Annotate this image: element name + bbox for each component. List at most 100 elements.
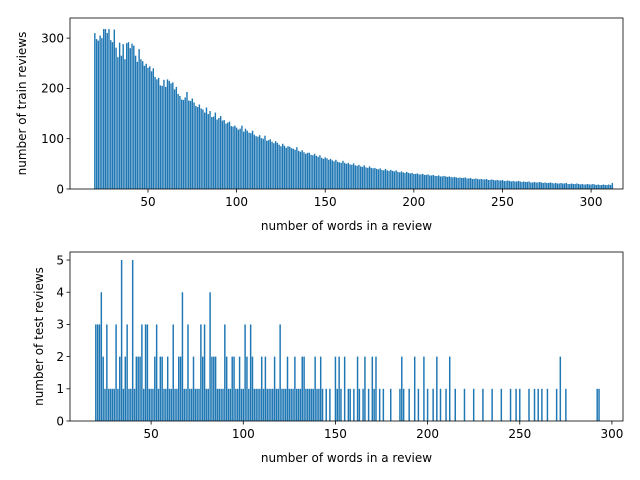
train-bar xyxy=(572,183,575,189)
test-bar xyxy=(189,388,191,421)
train-bar xyxy=(342,160,344,189)
train-bar xyxy=(301,150,303,189)
train-bar xyxy=(351,164,353,189)
train-bar xyxy=(577,183,580,189)
test-bar xyxy=(290,388,292,421)
test-x-tick-label: 300 xyxy=(600,427,623,441)
test-bar xyxy=(137,356,139,421)
test-bar xyxy=(113,388,115,421)
train-bar xyxy=(290,148,293,189)
train-bar xyxy=(491,179,493,189)
train-bar xyxy=(475,178,477,189)
train-bar xyxy=(427,174,429,189)
train-bar xyxy=(558,183,560,189)
test-bar xyxy=(214,356,217,421)
train-bar xyxy=(94,33,96,190)
train-bar xyxy=(501,179,504,189)
train-bar xyxy=(507,180,509,189)
train-bar xyxy=(390,169,392,189)
train-bar xyxy=(398,172,401,189)
train-bar xyxy=(588,184,591,189)
train-bar xyxy=(347,162,349,189)
train-bar xyxy=(202,109,204,189)
train-bar xyxy=(322,158,325,189)
test-bar xyxy=(124,356,127,421)
train-bar xyxy=(287,146,289,189)
train-bar xyxy=(258,135,261,189)
train-bar xyxy=(512,180,514,189)
test-bar xyxy=(284,388,287,421)
test-bar xyxy=(343,356,346,421)
train-bar xyxy=(283,145,286,189)
test-y-axis-label: number of test reviews xyxy=(32,267,46,406)
train-bar xyxy=(480,178,482,189)
test-bar xyxy=(417,388,420,421)
test-bar xyxy=(336,388,339,421)
test-plot-frame xyxy=(69,251,624,422)
test-bar xyxy=(371,356,374,421)
train-bar xyxy=(569,183,571,189)
train-bar xyxy=(359,166,362,189)
test-bar xyxy=(166,356,169,421)
train-bar xyxy=(278,144,280,189)
test-bar xyxy=(178,356,180,421)
train-bar xyxy=(450,176,452,189)
train-bar xyxy=(530,182,532,189)
test-bar xyxy=(163,388,165,421)
test-bar xyxy=(152,388,154,421)
train-bar xyxy=(574,183,576,189)
train-bar xyxy=(414,173,417,189)
test-bar xyxy=(207,388,209,421)
test-bar xyxy=(183,388,186,421)
test-bar xyxy=(192,356,195,421)
train-bar xyxy=(482,179,484,189)
train-bar xyxy=(308,152,310,189)
train-bar xyxy=(517,180,520,189)
train-bar xyxy=(397,171,399,189)
train-bar xyxy=(356,165,358,189)
train-bar xyxy=(223,120,225,189)
train-bar xyxy=(445,176,447,189)
test-bar xyxy=(375,356,377,421)
test-bar xyxy=(211,356,213,421)
train-bar xyxy=(237,129,240,189)
train-bar xyxy=(420,174,422,189)
test-x-tick-label: 50 xyxy=(143,427,158,441)
test-bar xyxy=(399,388,401,421)
test-bar xyxy=(220,388,222,421)
train-bar xyxy=(138,49,140,190)
test-bar xyxy=(312,388,315,421)
test-bar xyxy=(174,388,176,421)
test-bar xyxy=(413,356,416,421)
train-bar xyxy=(471,178,474,189)
test-bar xyxy=(98,324,101,421)
train-bar xyxy=(212,116,215,189)
train-bar xyxy=(156,79,158,189)
test-bar xyxy=(203,324,206,421)
test-bar xyxy=(439,388,442,421)
train-bar xyxy=(585,184,587,189)
test-bar xyxy=(515,388,517,421)
test-bar xyxy=(307,388,309,421)
test-bar xyxy=(353,388,355,421)
test-bar xyxy=(275,388,278,421)
train-bar xyxy=(374,167,376,189)
test-bar xyxy=(432,388,434,421)
test-reviews-chart: 50 100 150 200 250 300 0 1 2 3 4 5 number of words… xyxy=(32,251,624,465)
test-bar xyxy=(135,356,138,421)
train-bar xyxy=(262,138,264,189)
train-bar xyxy=(533,181,536,189)
train-bar xyxy=(257,136,259,189)
train-y-tick-label: 200 xyxy=(41,82,64,96)
train-bar xyxy=(429,175,431,189)
train-bar xyxy=(241,125,243,189)
test-bar xyxy=(102,356,104,421)
train-bar xyxy=(335,159,337,189)
test-bar xyxy=(356,356,359,421)
test-bar xyxy=(277,388,280,421)
train-bar xyxy=(317,156,319,189)
train-bar xyxy=(292,148,295,189)
test-bar xyxy=(598,388,600,421)
train-bar xyxy=(296,147,298,189)
test-bar xyxy=(155,324,158,421)
